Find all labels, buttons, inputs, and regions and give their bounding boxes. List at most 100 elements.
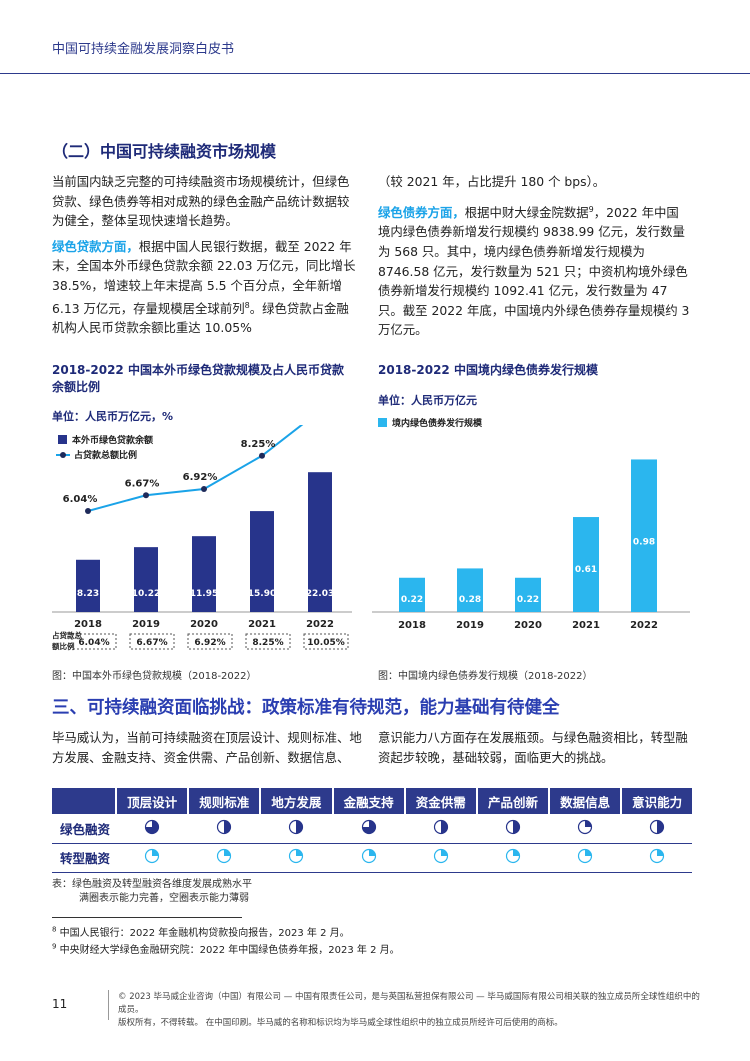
maturity-cell xyxy=(476,814,550,844)
chart2-bar-2019 xyxy=(457,568,483,612)
harvey-ball-icon xyxy=(578,819,593,834)
row-label: 转型融资 xyxy=(52,843,116,873)
table-header-5: 产品创新 xyxy=(475,788,550,814)
chart1-bar-2021 xyxy=(250,511,274,612)
chart1-legend-bar-swatch xyxy=(58,435,67,444)
chart2-title: 2018-2022 中国境内绿色债券发行规模 xyxy=(378,363,598,377)
chart1-tick-2022: 2022 xyxy=(306,619,334,630)
chart1-unit: 单位：人民币万亿元，% xyxy=(52,410,174,423)
chart1-row-box-2018 xyxy=(71,633,117,650)
chart2-bar-label-2022: 0.98 xyxy=(633,537,655,547)
chart1-bar-2020 xyxy=(192,536,216,612)
harvey-ball-fill xyxy=(656,820,664,834)
harvey-ball-fill xyxy=(296,820,303,834)
maturity-cell xyxy=(621,814,692,844)
footnote-9: 9 中央财经大学绿色金融研究院：2022 年中国绿色债券年报，2023 年 2 … xyxy=(52,941,400,956)
table-row: 绿色融资 xyxy=(52,814,692,844)
maturity-cell xyxy=(260,843,333,873)
table-header-7: 意识能力 xyxy=(620,788,692,814)
chart1-row-box-2021 xyxy=(245,633,291,650)
footer-line-2: 版权所有，不得转载。 在中国印刷。毕马威的名称和标识均为毕马威全球性组织中的独立… xyxy=(118,1018,563,1028)
chart1-row-label-2: 额比例 xyxy=(52,641,75,651)
green-loan-highlight: 绿色贷款方面， xyxy=(52,238,139,254)
chart1-ratio-label-2019: 6.67% xyxy=(125,478,160,489)
chart1-legend-line-label: 占贷款总额比例 xyxy=(74,449,137,461)
footnote-9-text: 中央财经大学绿色金融研究院：2022 年中国绿色债券年报，2023 年 2 月。 xyxy=(59,945,400,956)
harvey-ball-icon xyxy=(144,819,160,834)
chart1-bar-label-2022: 22.03 xyxy=(306,589,334,599)
table-header-4: 资金供需 xyxy=(403,788,477,814)
chart2-legend-label: 境内绿色债券发行规模 xyxy=(392,417,483,429)
chart1-tick-2018: 2018 xyxy=(74,619,102,630)
harvey-ball-icon xyxy=(217,819,232,834)
harvey-ball-icon xyxy=(289,848,304,864)
chart1-bar-2022 xyxy=(308,472,332,612)
right-p2-end: ，2022 年中国境内绿色债券新增发行规模约 9838.99 亿元，发行数量为 … xyxy=(378,204,690,338)
chart1-row-box-2019 xyxy=(129,633,175,650)
harvey-ball-fill xyxy=(440,849,448,856)
chart2-bar-2020 xyxy=(515,577,541,612)
chart1-ratio-label-2021: 8.25% xyxy=(241,439,276,450)
chart1-bar-2018 xyxy=(76,559,100,612)
chart1-ratio-point-2021 xyxy=(259,452,265,459)
maturity-cell xyxy=(116,843,189,873)
table-note-1: 表：绿色融资及转型融资各维度发展成熟水平 xyxy=(52,879,252,890)
left-p2-end: 。绿色贷款占金融机构人民币贷款余额比重达 10.05% xyxy=(52,300,349,336)
harvey-ball-icon xyxy=(505,848,521,864)
chart1-row-value-2019: 6.67% xyxy=(136,638,167,648)
harvey-ball-icon xyxy=(649,848,664,864)
harvey-ball-icon xyxy=(361,819,376,834)
maturity-cell xyxy=(332,843,405,873)
harvey-ball-icon xyxy=(144,848,160,864)
harvey-ball-fill xyxy=(585,849,592,856)
footer-line-1: © 2023 毕马威企业咨询（中国）有限公司 — 中国有限责任公司，是与英国私营… xyxy=(118,992,700,1015)
right-column: （较 2021 年，占比提升 180 个 bps）。 绿色债券方面，根据中财大绿… xyxy=(378,172,690,346)
table-header-row: 顶层设计 规则标准 地方发展 金融支持 资金供需 产品创新 数据信息 意识能力 xyxy=(52,788,692,814)
chart2-tick-2021: 2021 xyxy=(572,620,600,631)
harvey-ball-icon xyxy=(505,819,521,834)
table-header-0: 顶层设计 xyxy=(114,788,189,814)
maturity-cell xyxy=(404,814,477,844)
chart2-bar-2018 xyxy=(399,577,425,612)
maturity-cell xyxy=(404,843,477,873)
chart1-ratio-point-2020 xyxy=(201,486,207,492)
chart1-row-value-2022: 10.05% xyxy=(307,638,345,648)
chart1-bar-label-2019: 10.22 xyxy=(132,589,160,599)
left-paragraph-2: 绿色贷款方面，根据中国人民银行数据，截至 2022 年末，全国本外币绿色贷款余额… xyxy=(52,237,358,338)
footnote-ref-8: 8 xyxy=(244,300,250,310)
right-paragraph-1: （较 2021 年，占比提升 180 个 bps）。 xyxy=(378,174,606,189)
harvey-ball-icon xyxy=(578,848,593,864)
harvey-ball-icon xyxy=(649,819,664,834)
chart2-bar-label-2018: 0.22 xyxy=(401,595,423,605)
chart2-tick-2019: 2019 xyxy=(456,620,484,631)
table-body: 绿色融资 转型融资 xyxy=(52,814,692,873)
chart2-tick-2018: 2018 xyxy=(398,620,426,631)
table-header-2: 地方发展 xyxy=(259,788,333,814)
harvey-ball-fill xyxy=(440,820,448,834)
right-paragraph-2: 绿色债券方面，根据中财大绿金院数据9，2022 年中国境内绿色债券新增发行规模约… xyxy=(378,200,690,340)
left-paragraph-1: 当前国内缺乏完整的可持续融资市场规模统计，但绿色贷款、绿色债券等相对成熟的绿色金… xyxy=(52,174,350,229)
chart1-ratio-point-2018 xyxy=(85,508,91,514)
chart1-legend-line-dot xyxy=(60,452,66,458)
harvey-ball-fill xyxy=(296,849,303,856)
green-bond-highlight: 绿色债券方面， xyxy=(378,204,465,220)
harvey-ball-fill xyxy=(145,820,159,834)
maturity-cell xyxy=(332,814,405,844)
chart2-bar-2021 xyxy=(573,517,599,612)
left-column: 当前国内缺乏完整的可持续融资市场规模统计，但绿色贷款、绿色债券等相对成熟的绿色金… xyxy=(52,172,358,344)
maturity-cell xyxy=(549,814,622,844)
header-title: 中国可持续金融发展洞察白皮书 xyxy=(52,42,235,57)
harvey-ball-fill xyxy=(224,820,231,834)
chart1-ratio-label-2018: 6.04% xyxy=(63,494,98,505)
chart1-bar-label-2021: 15.90 xyxy=(248,589,276,599)
harvey-ball-fill xyxy=(362,820,376,834)
chart1-caption: 图：中国本外币绿色贷款规模（2018-2022） xyxy=(52,671,257,682)
chart1-title: 2018-2022 中国本外币绿色贷款规模及占人民币贷款余额比例 xyxy=(52,363,344,394)
section-3-title: 三、可持续融资面临挑战：政策标准有待规范，能力基础有待健全 xyxy=(52,698,560,718)
harvey-ball-icon xyxy=(217,848,232,864)
chart1-row-box-2022 xyxy=(303,633,349,650)
row-label: 绿色融资 xyxy=(52,814,116,844)
footnote-ref-9: 9 xyxy=(588,204,594,214)
table-header-3: 金融支持 xyxy=(331,788,405,814)
harvey-ball-icon xyxy=(433,848,448,864)
